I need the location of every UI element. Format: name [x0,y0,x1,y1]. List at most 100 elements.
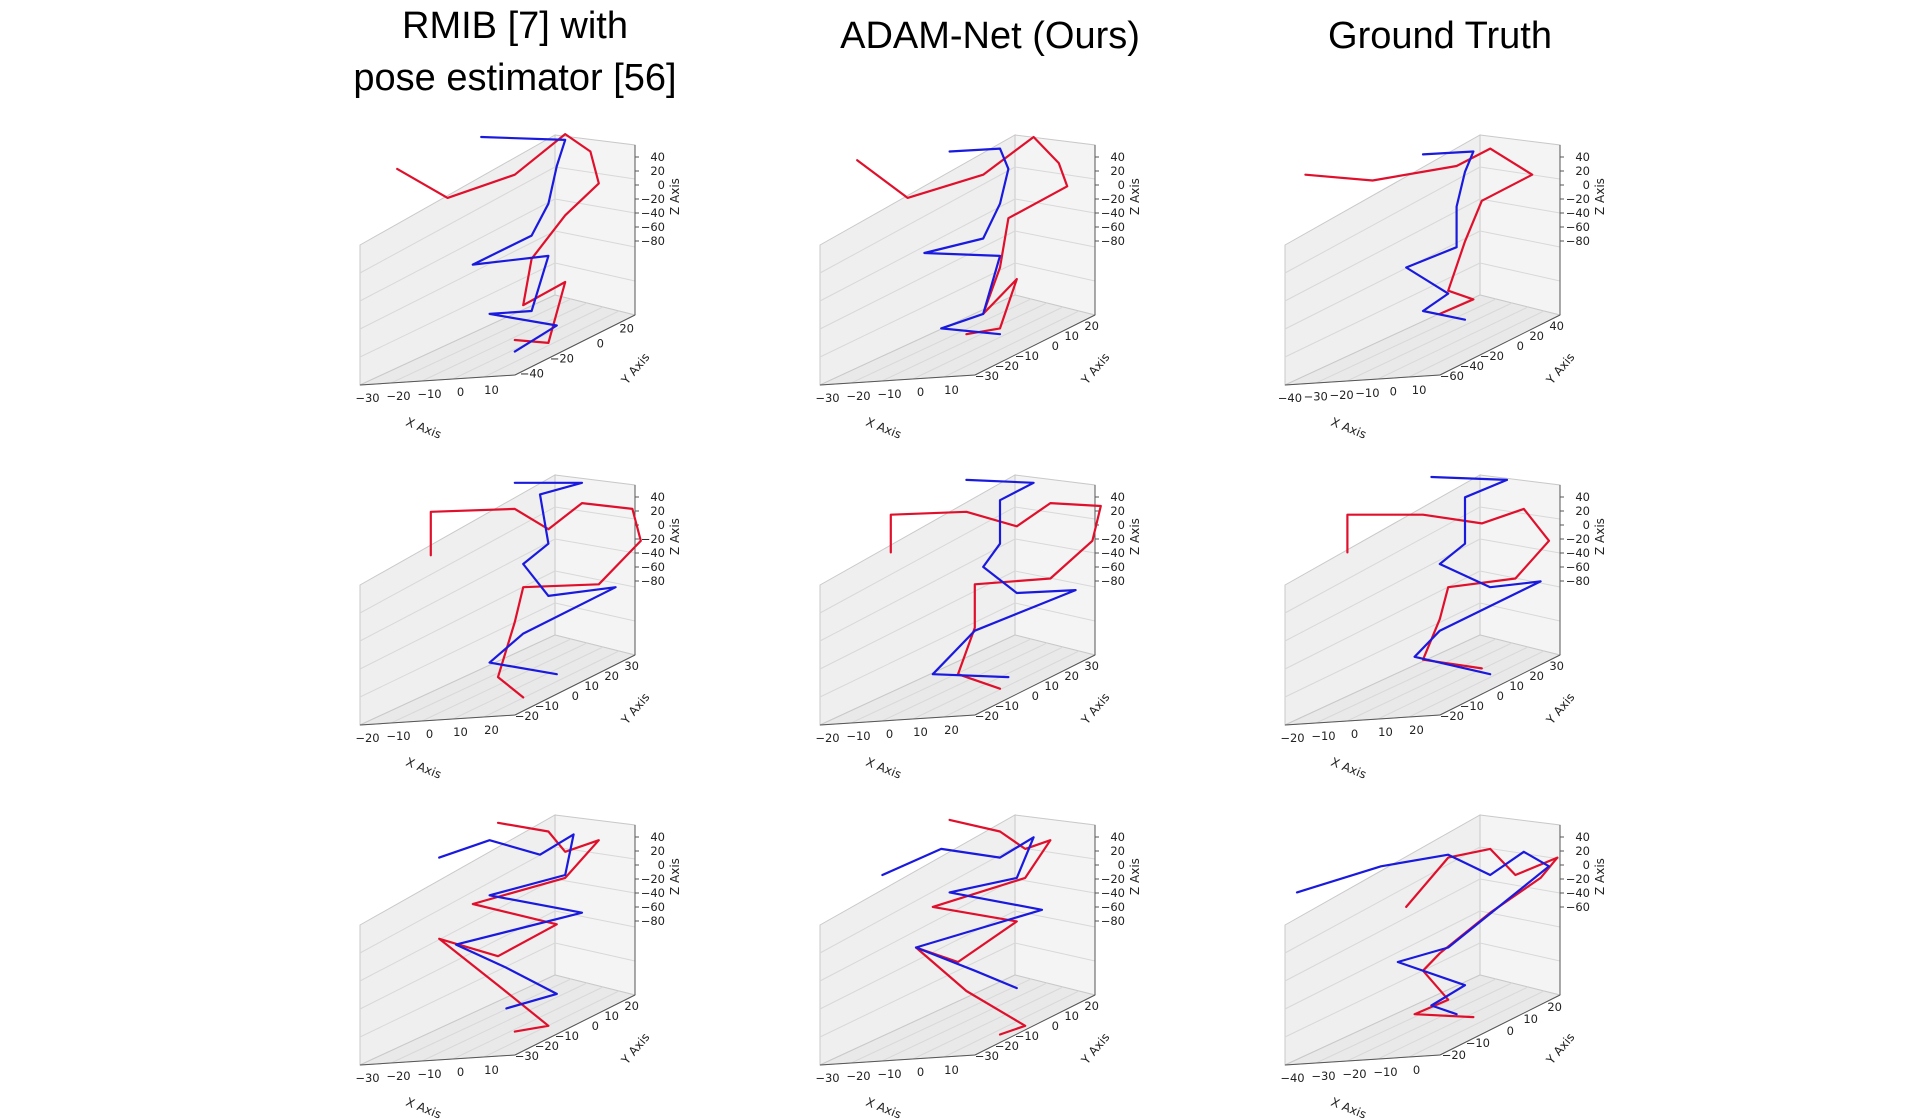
x-tick-label: −30 [355,1071,379,1085]
z-axis-label: Z Axis [668,178,682,215]
side-gridline [1284,506,1481,614]
x-axis-line [359,1054,516,1066]
x-axis-line [1284,1054,1441,1066]
side-gridline [819,878,1016,982]
z-tick-label: 20 [650,504,665,518]
pose-plot-svg: −30 −20 −10 0 10−30−20−100102040200−20−40−60… [815,134,1142,442]
y-tick-label: −10 [995,699,1019,713]
x-axis-label: X Axis [404,1095,443,1120]
floor-gridline [881,642,1048,722]
y-tick-label: 0 [1497,689,1504,703]
z-axis-label: Z Axis [668,858,682,895]
pose-plot-r2-c3: −20 −10 0 10 20 −20 −10 0 10 20 30 40 20 0 −20 −40 −60 −8… [1260,435,1690,782]
z-tick-label: 0 [1118,518,1125,532]
y-axis-label: Y Axis [1543,690,1578,727]
side-gridline [819,230,1016,330]
pose-plot-svg: −30 −20 −10 0 10−30−20−100102040200−20−40−60… [815,814,1142,1120]
floor-gridline [912,986,1064,1060]
column-title-ground-truth-line1: Ground Truth [1328,15,1552,57]
x-axis-line [359,714,516,726]
x-tick-label: 20 [1409,723,1424,737]
floor-gridline [1408,650,1545,718]
y-tick-label: 20 [1529,669,1544,683]
blue-skeleton-series [488,481,617,676]
z-axis-label: Z Axis [1128,858,1142,895]
column-title-ground-truth: Ground Truth [1240,10,1640,62]
x-tick-label: −10 [877,387,901,401]
pose-plot-r3-c1: −30 −20 −10 0 10 −30 −20 −10 0 10 20 40 20 0 −20 −40 −60… [335,775,765,1120]
z-tick-label: −60 [1566,900,1590,914]
z-tick-label: −60 [641,220,665,234]
x-tick-label: −30 [1311,1069,1335,1083]
x-tick-label: 20 [484,723,499,737]
side-gridline [359,506,556,614]
floor-gridline [452,646,604,720]
back-gridline [1014,942,1096,962]
floor-gridline [1346,982,1513,1062]
y-tick-label: −20 [535,1039,559,1053]
y-tick-label: −60 [1440,369,1464,383]
y-tick-label: −10 [1460,699,1484,713]
y-axis-label: Y Axis [1543,1030,1578,1067]
floor-gridline [1377,986,1529,1060]
blue-skeleton-series [1405,150,1475,321]
z-tick-label: −80 [1101,234,1125,248]
x-tick-label: −30 [1304,390,1328,404]
y-tick-label: −10 [1015,1029,1039,1043]
z-tick-label: 0 [1583,858,1590,872]
z-tick-label: 40 [1575,830,1590,844]
x-axis-line [819,714,976,726]
back-gridline [1014,230,1096,248]
side-gridline [359,942,556,1038]
back-gridline [554,262,636,282]
y-axis-label: Y Axis [618,350,653,387]
z-tick-label: 0 [1583,518,1590,532]
z-tick-label: −20 [641,872,665,886]
z-axis-label: Z Axis [1593,518,1607,555]
y-tick-label: 10 [1523,1012,1538,1026]
red-skeleton-series [1405,847,1559,1019]
y-tick-label: 20 [1529,329,1544,343]
side-gridline [819,538,1016,642]
y-tick-label: 0 [1032,689,1039,703]
side-gridline [819,166,1016,274]
floor-gridline [1315,638,1497,724]
y-tick-label: −10 [1466,1036,1490,1050]
x-axis-line [359,374,516,386]
x-tick-label: 10 [1412,383,1427,397]
x-tick-label: 0 [1413,1063,1420,1077]
back-gridline [554,602,636,622]
y-axis-label: Y Axis [1543,350,1578,387]
x-tick-label: −10 [386,729,410,743]
side-gridline [359,846,556,954]
z-tick-label: −40 [1101,206,1125,220]
floor-gridline [1408,990,1545,1058]
y-axis-label: Y Axis [618,1030,653,1067]
x-tick-label: 0 [1390,385,1397,399]
x-tick-label: 0 [886,727,893,741]
pose-plot-r1-c2: −30 −20 −10 0 10 −30 −20 −10 0 10 20 40 20 0 −20 −40 −60… [795,95,1225,442]
x-tick-label: 0 [457,1065,464,1079]
pose-plot-svg: −40 −30 −20 −10 0−20−100102040200−20−40−60X … [1280,814,1607,1120]
floor-gridline [912,306,1064,380]
y-tick-label: 0 [597,337,604,351]
y-tick-label: −10 [555,1029,579,1043]
x-tick-label: −10 [877,1067,901,1081]
side-gridline [359,262,556,358]
y-tick-label: −30 [975,1049,999,1063]
z-tick-label: −20 [1566,872,1590,886]
y-axis-line [514,314,636,376]
back-gridline [1479,262,1561,282]
side-gridline [359,538,556,642]
y-axis-label: Y Axis [1078,1030,1113,1067]
y-tick-label: −20 [995,1039,1019,1053]
z-tick-label: −80 [1101,914,1125,928]
x-tick-label: −20 [355,731,379,745]
x-tick-label: −10 [417,1067,441,1081]
z-tick-label: −40 [1566,546,1590,560]
z-axis-label: Z Axis [1128,178,1142,215]
x-axis-line [1284,714,1441,726]
y-tick-label: −10 [1015,349,1039,363]
column-title-rmib-line1: RMIB [7] with [402,5,628,47]
blue-skeleton-series [931,478,1077,679]
